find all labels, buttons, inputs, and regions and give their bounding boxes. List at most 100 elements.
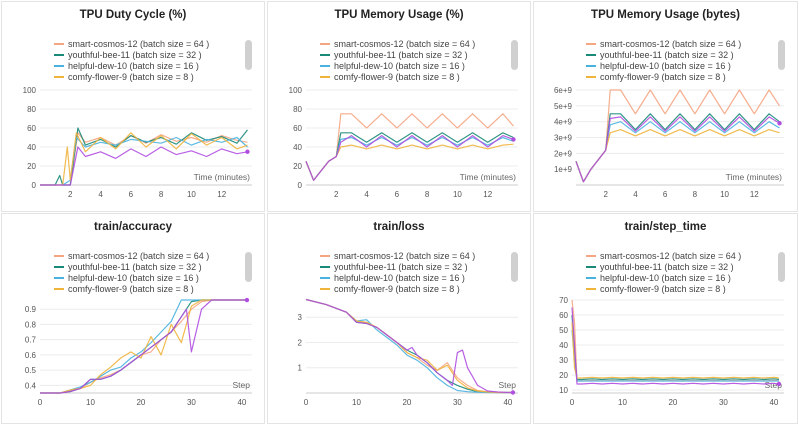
series-line-comfy-flower-9[interactable] bbox=[40, 299, 247, 394]
legend-label: youthful-bee-11 (batch size = 32 ) bbox=[334, 50, 468, 60]
legend-item-youthful-bee-11[interactable]: youthful-bee-11 (batch size = 32 ) bbox=[54, 262, 202, 272]
y-tick-label: 0 bbox=[298, 181, 303, 190]
legend-label: smart-cosmos-12 (batch size = 64 ) bbox=[600, 39, 742, 49]
series-line-comfy-flower-9[interactable] bbox=[571, 322, 780, 379]
legend-swatch bbox=[320, 276, 330, 279]
x-tick-label: 20 bbox=[136, 398, 145, 407]
legend-label: helpful-dew-10 (batch size = 16 ) bbox=[334, 61, 465, 71]
x-axis-label: Time (minutes) bbox=[726, 172, 783, 182]
series-line-series-5[interactable] bbox=[40, 299, 247, 394]
legend-item-smart-cosmos-12[interactable]: smart-cosmos-12 (batch size = 64 ) bbox=[586, 251, 741, 261]
series-end-marker bbox=[511, 137, 516, 142]
legend-item-helpful-dew-10[interactable]: helpful-dew-10 (batch size = 16 ) bbox=[320, 61, 465, 71]
legend-scrollbar[interactable] bbox=[245, 40, 252, 70]
legend-item-youthful-bee-11[interactable]: youthful-bee-11 (batch size = 32 ) bbox=[586, 262, 734, 272]
series-line-comfy-flower-9[interactable] bbox=[305, 298, 513, 394]
legend-item-helpful-dew-10[interactable]: helpful-dew-10 (batch size = 16 ) bbox=[54, 273, 199, 283]
x-tick-label: 2 bbox=[334, 190, 339, 199]
y-tick-label: 50 bbox=[559, 326, 568, 335]
legend-item-youthful-bee-11[interactable]: youthful-bee-11 (batch size = 32 ) bbox=[320, 262, 468, 272]
legend-item-smart-cosmos-12[interactable]: smart-cosmos-12 (batch size = 64 ) bbox=[586, 39, 741, 49]
series-line-youthful-bee-11[interactable] bbox=[40, 299, 247, 394]
legend-label: comfy-flower-9 (batch size = 8 ) bbox=[600, 284, 726, 294]
series-line-helpful-dew-10[interactable] bbox=[571, 329, 779, 382]
series-line-helpful-dew-10[interactable] bbox=[305, 298, 513, 394]
y-tick-label: 1e+9 bbox=[554, 165, 573, 174]
x-axis-label: Step bbox=[499, 380, 517, 390]
legend-scrollbar[interactable] bbox=[245, 252, 252, 282]
x-tick-label: 12 bbox=[483, 190, 492, 199]
legend-item-youthful-bee-11[interactable]: youthful-bee-11 (batch size = 32 ) bbox=[54, 50, 202, 60]
legend-swatch bbox=[586, 254, 596, 257]
legend-item-helpful-dew-10[interactable]: helpful-dew-10 (batch size = 16 ) bbox=[320, 273, 465, 283]
series-line-series-5[interactable] bbox=[305, 298, 513, 394]
y-tick-label: 80 bbox=[293, 105, 302, 114]
legend-item-helpful-dew-10[interactable]: helpful-dew-10 (batch size = 16 ) bbox=[586, 273, 731, 283]
legend-swatch bbox=[586, 287, 596, 290]
x-tick-label: 4 bbox=[633, 190, 638, 199]
series-line-series-5[interactable] bbox=[305, 135, 514, 181]
legend-label: youthful-bee-11 (batch size = 32 ) bbox=[68, 262, 202, 272]
x-axis-label: Step bbox=[233, 380, 251, 390]
legend-scrollbar[interactable] bbox=[778, 252, 785, 282]
legend-scrollbar[interactable] bbox=[511, 40, 518, 70]
chart-svg: 0 20 40 60 80 100 2 4 6 8 10 12 Time (minutes) bbox=[289, 86, 518, 199]
legend-label: smart-cosmos-12 (batch size = 64 ) bbox=[334, 39, 476, 49]
legend-item-youthful-bee-11[interactable]: youthful-bee-11 (batch size = 32 ) bbox=[320, 50, 468, 60]
y-tick-label: 100 bbox=[23, 86, 37, 95]
series-line-series-5[interactable] bbox=[575, 116, 780, 183]
y-tick-label: 0.4 bbox=[25, 381, 37, 390]
legend-item-comfy-flower-9[interactable]: comfy-flower-9 (batch size = 8 ) bbox=[586, 72, 726, 82]
y-tick-label: 3 bbox=[298, 313, 303, 322]
x-tick-label: 30 bbox=[187, 398, 196, 407]
legend-item-smart-cosmos-12[interactable]: smart-cosmos-12 (batch size = 64 ) bbox=[320, 39, 475, 49]
legend-swatch bbox=[586, 53, 596, 56]
series-line-smart-cosmos-12[interactable] bbox=[305, 298, 513, 394]
series-line-youthful-bee-11[interactable] bbox=[305, 298, 513, 394]
legend-scrollbar[interactable] bbox=[778, 40, 785, 70]
series-line-series-5[interactable] bbox=[40, 146, 248, 186]
legend-item-comfy-flower-9[interactable]: comfy-flower-9 (batch size = 8 ) bbox=[586, 284, 726, 294]
legend-item-comfy-flower-9[interactable]: comfy-flower-9 (batch size = 8 ) bbox=[54, 72, 194, 82]
legend-swatch bbox=[54, 64, 64, 67]
series-line-smart-cosmos-12[interactable] bbox=[575, 89, 781, 183]
y-tick-label: 4e+9 bbox=[554, 118, 573, 127]
series-line-series-5[interactable] bbox=[571, 307, 780, 385]
x-tick-label: 4 bbox=[98, 190, 103, 199]
legend-swatch bbox=[54, 265, 64, 268]
y-tick-label: 0.9 bbox=[25, 305, 37, 314]
series-line-helpful-dew-10[interactable] bbox=[40, 299, 247, 394]
legend-swatch bbox=[586, 42, 596, 45]
legend-item-smart-cosmos-12[interactable]: smart-cosmos-12 (batch size = 64 ) bbox=[320, 251, 475, 261]
x-tick-label: 8 bbox=[425, 190, 430, 199]
series-line-smart-cosmos-12[interactable] bbox=[40, 299, 247, 394]
x-axis-label: Time (minutes) bbox=[194, 172, 251, 182]
y-tick-label: 1 bbox=[298, 364, 303, 373]
series-line-smart-cosmos-12[interactable] bbox=[571, 299, 780, 382]
legend-swatch bbox=[320, 254, 330, 257]
legend-item-smart-cosmos-12[interactable]: smart-cosmos-12 (batch size = 64 ) bbox=[54, 39, 209, 49]
series-line-comfy-flower-9[interactable] bbox=[40, 132, 248, 186]
y-tick-label: 40 bbox=[293, 143, 302, 152]
x-tick-label: 12 bbox=[217, 190, 226, 199]
legend-item-youthful-bee-11[interactable]: youthful-bee-11 (batch size = 32 ) bbox=[586, 50, 734, 60]
chart-svg: 0 20 40 60 80 100 2 4 6 8 10 12 Time (minutes) bbox=[23, 86, 252, 199]
legend-item-helpful-dew-10[interactable]: helpful-dew-10 (batch size = 16 ) bbox=[54, 61, 199, 71]
chart-title: TPU Memory Usage (bytes) bbox=[591, 9, 740, 21]
legend-label: helpful-dew-10 (batch size = 16 ) bbox=[600, 273, 731, 283]
legend-scrollbar[interactable] bbox=[511, 252, 518, 282]
legend-item-comfy-flower-9[interactable]: comfy-flower-9 (batch size = 8 ) bbox=[54, 284, 194, 294]
x-tick-label: 2 bbox=[603, 190, 608, 199]
legend-item-comfy-flower-9[interactable]: comfy-flower-9 (batch size = 8 ) bbox=[320, 284, 460, 294]
legend-item-comfy-flower-9[interactable]: comfy-flower-9 (batch size = 8 ) bbox=[320, 72, 460, 82]
legend-swatch bbox=[320, 75, 330, 78]
series-line-youthful-bee-11[interactable] bbox=[571, 314, 780, 381]
x-tick-label: 12 bbox=[750, 190, 759, 199]
y-tick-label: 60 bbox=[559, 311, 568, 320]
legend-item-smart-cosmos-12[interactable]: smart-cosmos-12 (batch size = 64 ) bbox=[54, 251, 209, 261]
legend-item-helpful-dew-10[interactable]: helpful-dew-10 (batch size = 16 ) bbox=[586, 61, 731, 71]
legend-swatch bbox=[586, 265, 596, 268]
x-tick-label: 6 bbox=[663, 190, 668, 199]
